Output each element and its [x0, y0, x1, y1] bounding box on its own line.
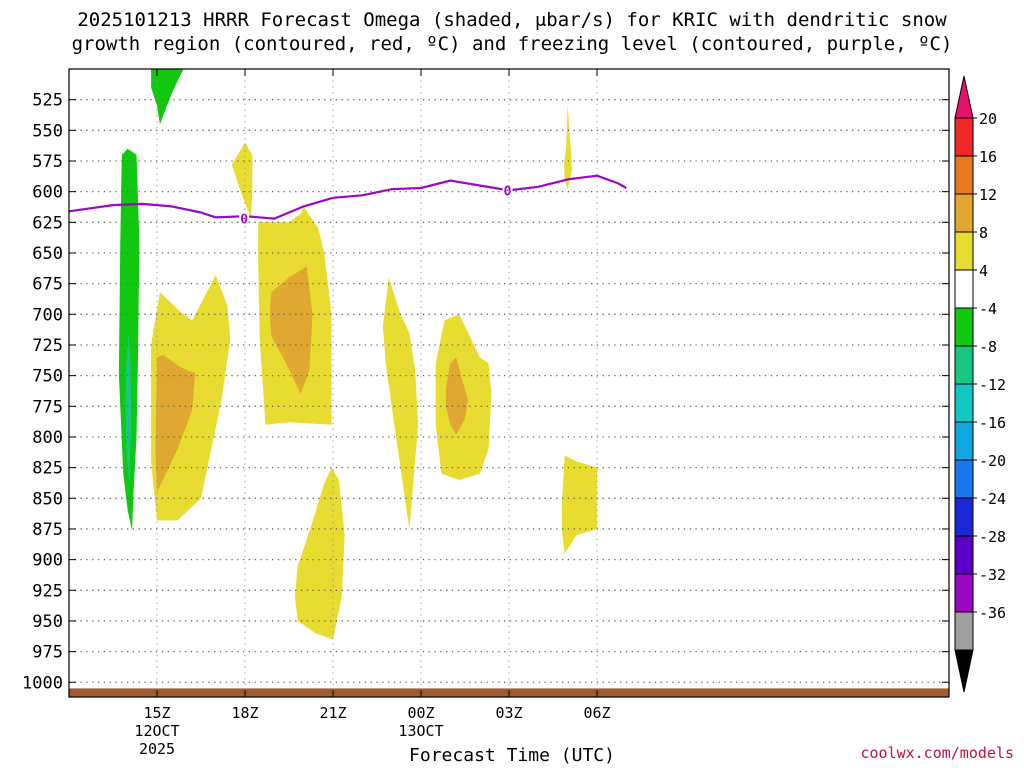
y-tick-label: 875: [32, 520, 63, 540]
freezing-level-label: 0: [240, 213, 248, 228]
colorbar-band-13: [954, 117, 974, 157]
x-tick-label: 03Z: [495, 704, 522, 722]
y-tick-label: 750: [32, 367, 63, 387]
freezing-level-line: [69, 174, 627, 220]
y-tick-label: 650: [32, 244, 63, 264]
omega-region-0: [118, 148, 140, 531]
omega-region-9: [382, 277, 419, 529]
colorbar: 20 16 12 8 4 -4 -8 -12 -16 -20 -24 -28 -32 -36: [954, 75, 1006, 693]
colorbar-band-2: [954, 535, 974, 575]
colorbar-bottom-arrow: [954, 649, 974, 693]
gridlines: [69, 69, 949, 697]
x-tick-date-label: 13OCT: [398, 722, 443, 740]
axes: 525 550 575 600 625 650 675 700 725 750 775 800 825 8…: [22, 68, 950, 758]
colorbar-label: 20: [979, 110, 997, 128]
colorbar-band-7: [954, 345, 974, 385]
y-tick-label: 575: [32, 152, 63, 172]
y-tick-label: 700: [32, 305, 63, 325]
chart-title-line-2: growth region (contoured, red, ºC) and f…: [71, 33, 953, 55]
y-tick-label: 1000: [22, 673, 63, 693]
colorbar-band-6: [954, 383, 974, 423]
colorbar-label: -16: [979, 414, 1006, 432]
y-tick-label: 950: [32, 612, 63, 632]
colorbar-band-3: [954, 497, 974, 537]
x-tick-label: 21Z: [319, 704, 346, 722]
plot-area: 00: [69, 69, 949, 697]
y-tick-label: 900: [32, 551, 63, 571]
omega-region-7: [269, 266, 313, 394]
y-tick-label: 625: [32, 213, 63, 233]
x-tick-label: 15Z: [143, 704, 170, 722]
freezing-label-bg-1: [502, 183, 513, 198]
colorbar-label: -28: [979, 528, 1006, 546]
freezing-level-label: 0: [504, 184, 512, 199]
colorbar-band-9: [954, 269, 974, 309]
colorbar-label: -20: [979, 452, 1006, 470]
colorbar-label: 12: [979, 186, 997, 204]
colorbar-label: -36: [979, 604, 1006, 622]
colorbar-label: 16: [979, 148, 997, 166]
x-tick-label: 18Z: [231, 704, 258, 722]
y-tick-label: 525: [32, 91, 63, 111]
x-tick-year-label: 2025: [139, 740, 175, 758]
colorbar-band-10: [954, 231, 974, 271]
colorbar-label: -32: [979, 566, 1006, 584]
colorbar-top-arrow: [954, 75, 974, 119]
x-tick-label: 06Z: [583, 704, 610, 722]
y-tick-label: 800: [32, 428, 63, 448]
y-tick-label: 925: [32, 581, 63, 601]
colorbar-band-12: [954, 155, 974, 195]
colorbar-label: -4: [979, 300, 997, 318]
y-tick-label: 675: [32, 275, 63, 295]
colorbar-band-11: [954, 193, 974, 233]
colorbar-band-1: [954, 573, 974, 613]
chart-title-line-1: 2025101213 HRRR Forecast Omega (shaded, …: [77, 9, 947, 31]
omega-region-11: [445, 357, 468, 435]
colorbar-label: 4: [979, 262, 988, 280]
y-tick-label: 975: [32, 643, 63, 663]
colorbar-band-8: [954, 307, 974, 347]
y-tick-label: 600: [32, 183, 63, 203]
colorbar-label: -8: [979, 338, 997, 356]
x-tick-date-label: 12OCT: [134, 722, 179, 740]
y-tick-label: 775: [32, 397, 63, 417]
omega-region-8: [294, 467, 345, 640]
x-tick-label: 00Z: [407, 704, 434, 722]
freezing-label-bg-0: [239, 211, 250, 226]
omega-region-5: [231, 142, 253, 219]
y-tick-label: 725: [32, 336, 63, 356]
y-tick-label: 850: [32, 489, 63, 509]
y-tick-label: 825: [32, 459, 63, 479]
omega-region-4: [155, 354, 196, 493]
omega-region-13: [564, 105, 573, 190]
credit-text[interactable]: coolwx.com/models: [860, 744, 1014, 762]
colorbar-label: 8: [979, 224, 988, 242]
omega-region-12: [561, 455, 597, 554]
x-axis-label: Forecast Time (UTC): [409, 745, 615, 766]
colorbar-label: -12: [979, 376, 1006, 394]
colorbar-band-4: [954, 459, 974, 499]
y-tick-label: 550: [32, 121, 63, 141]
omega-region-2: [151, 69, 184, 125]
colorbar-band-5: [954, 421, 974, 461]
colorbar-band-0: [954, 611, 974, 651]
omega-region-1: [125, 332, 132, 484]
colorbar-label: -24: [979, 490, 1006, 508]
